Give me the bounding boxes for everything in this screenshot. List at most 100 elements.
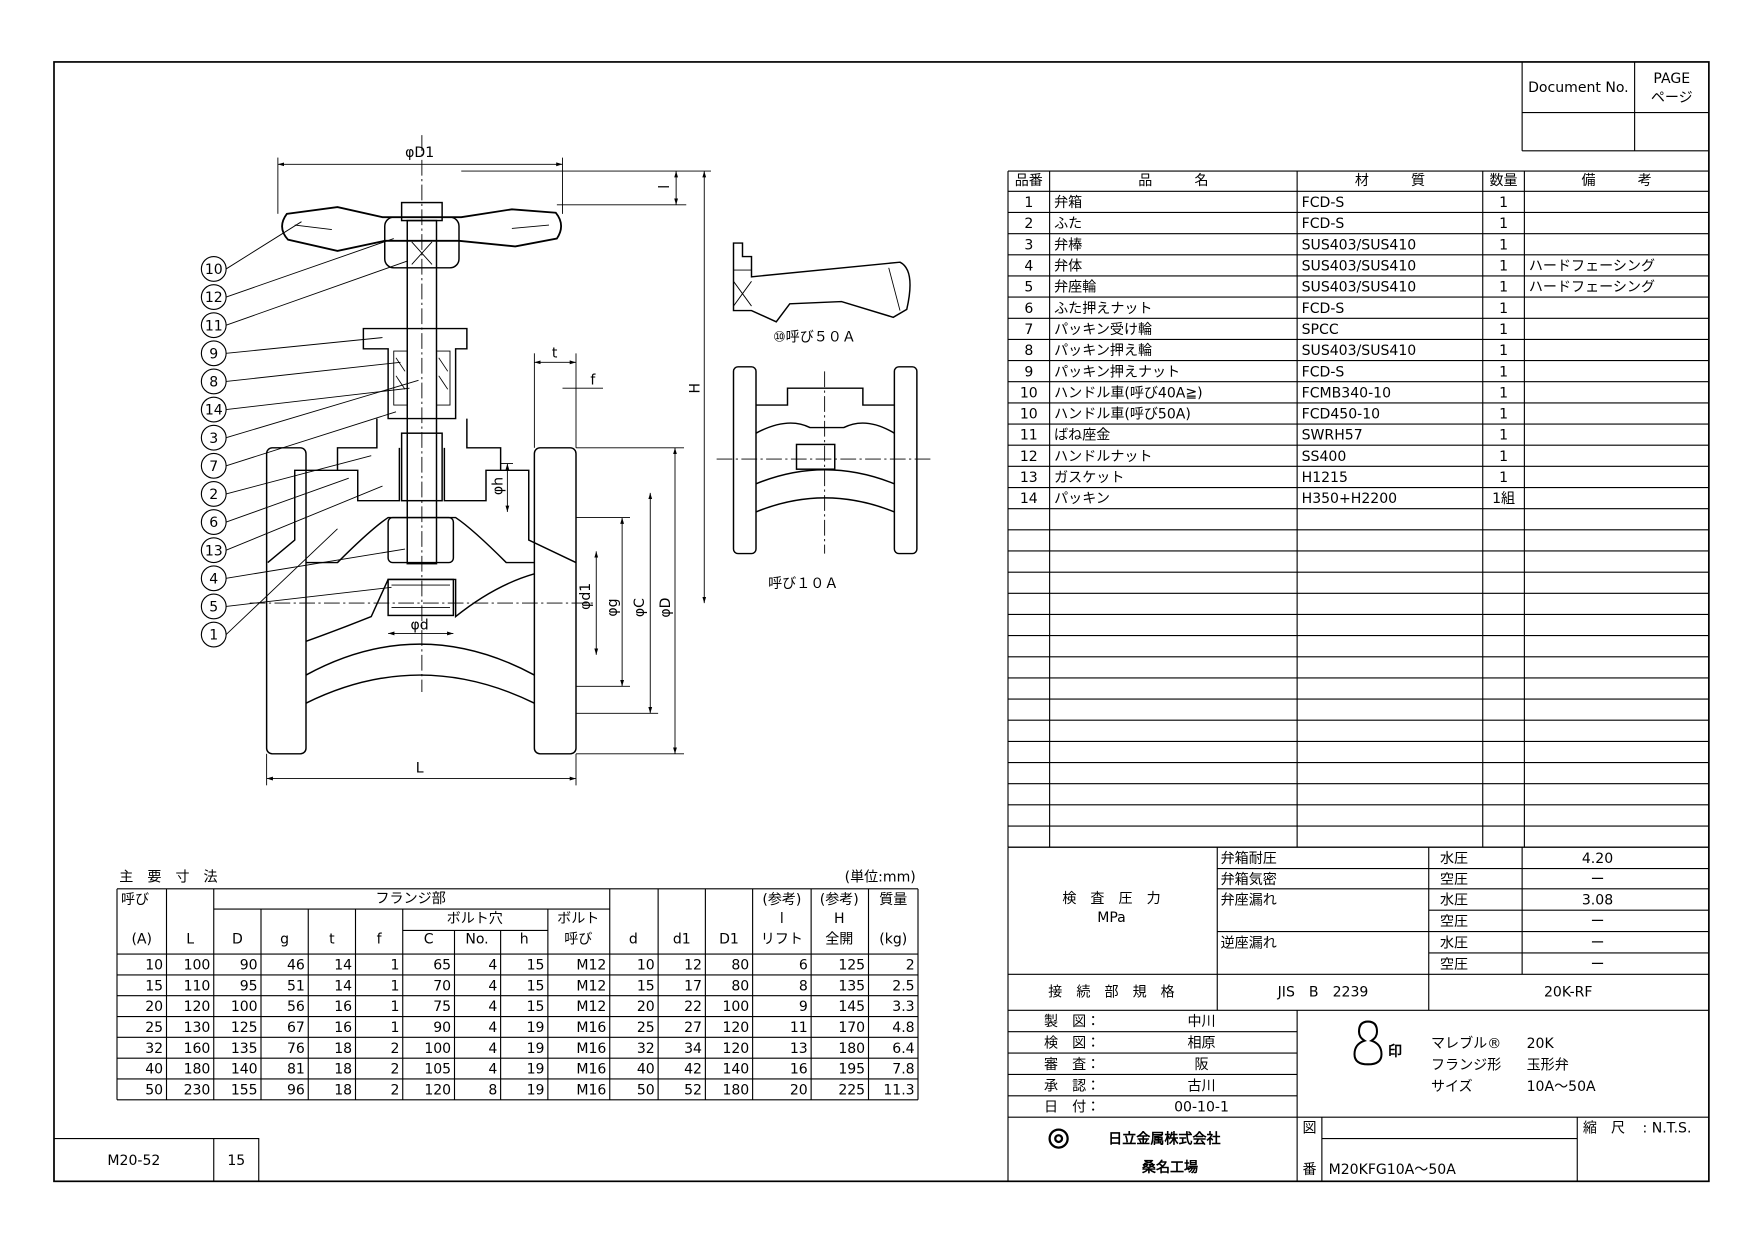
dimensions-cell: 135 [231, 1041, 258, 1057]
leader-line [225, 379, 419, 439]
line-art [391, 584, 450, 609]
dimensions-unit: (単位:mm) [845, 870, 916, 886]
dimensions-cell: 135 [838, 978, 865, 994]
dimensions-cell: 1 [390, 958, 399, 974]
dimension-label: φd [411, 618, 429, 634]
callout-circle [200, 256, 227, 282]
dimensions-header: D1 [719, 931, 739, 947]
parts-cell: FCD-S [1302, 364, 1345, 380]
parts-cell: 1 [1499, 407, 1508, 423]
dimensions-cell: 46 [287, 958, 305, 974]
parts-cell: 11 [1020, 428, 1038, 444]
dimensions-cell: 14 [334, 978, 352, 994]
dimensions-cell: 32 [145, 1041, 163, 1057]
parts-cell: 1 [1499, 280, 1508, 296]
dimensions-cell: 6.4 [892, 1041, 914, 1057]
inspection-medium: 空圧 [1440, 872, 1468, 888]
dimensions-cell: 20 [637, 999, 655, 1015]
parts-cell: 14 [1020, 491, 1038, 507]
dimensions-cell: 1 [390, 1020, 399, 1036]
leader-line [225, 411, 397, 467]
parts-cell: 1 [1499, 385, 1508, 401]
parts-cell: ふた [1054, 216, 1082, 232]
dimensions-cell: 180 [838, 1041, 865, 1057]
parts-cell: ふた押えナット [1054, 301, 1152, 317]
dimensions-cell: 2 [390, 1041, 399, 1057]
dimensions-cell: 15 [527, 978, 545, 994]
dimensions-cell: 4.8 [892, 1020, 914, 1036]
parts-cell: 1 [1499, 470, 1508, 486]
line-art [281, 206, 562, 252]
dimensions-cell: 96 [287, 1082, 305, 1098]
parts-cell: 1 [1499, 449, 1508, 465]
callout-number: 14 [205, 403, 223, 419]
dimensions-cell: 32 [637, 1041, 655, 1057]
dimensions-header: ボルト穴 [447, 911, 503, 927]
line-art [733, 267, 901, 311]
dimensions-cell: 80 [731, 978, 749, 994]
leader-line [226, 361, 401, 382]
callout-circle [200, 284, 227, 310]
leader-line [225, 528, 338, 635]
dimensions-cell: 3.3 [892, 999, 914, 1015]
dimensions-header: d1 [673, 931, 691, 947]
dimensions-cell: 225 [838, 1082, 865, 1098]
parts-cell: 1組 [1492, 491, 1515, 507]
dimensions-header: f [377, 931, 383, 947]
dimensions-cell: M12 [576, 958, 606, 974]
dimensions-cell: 4 [488, 1041, 497, 1057]
parts-header: 備 考 [1582, 173, 1652, 189]
company-logo [1054, 1134, 1064, 1144]
scale-label: 縮 尺 [1583, 1120, 1625, 1136]
page-label: PAGE [1653, 71, 1690, 87]
view-label: ⑩呼び５０Ａ [773, 330, 856, 346]
approval-name: 00-10-1 [1174, 1100, 1229, 1116]
parts-cell: 1 [1499, 364, 1508, 380]
inspection-title: 検 査 圧 力 [1062, 891, 1160, 907]
line-art [395, 357, 449, 390]
parts-cell: ハンドルナット [1054, 449, 1152, 465]
parts-cell: 1 [1499, 195, 1508, 211]
dimensions-cell: 1 [390, 999, 399, 1015]
dimensions-header: H [834, 911, 845, 927]
dimensions-cell: 18 [334, 1062, 352, 1078]
product-label: フランジ形 [1431, 1057, 1501, 1073]
dimensions-cell: 230 [184, 1082, 211, 1098]
dimensions-cell: M16 [576, 1082, 606, 1098]
leader-line [225, 221, 302, 270]
dimensions-cell: 12 [684, 958, 702, 974]
dimensions-cell: 50 [637, 1082, 655, 1098]
line-art [755, 422, 895, 434]
inspection-unit: MPa [1097, 910, 1126, 926]
parts-cell: 1 [1499, 428, 1508, 444]
parts-cell: 7 [1024, 322, 1033, 338]
parts-cell: ハードフェーシング [1529, 258, 1655, 274]
parts-cell: ハンドル車(呼び50A) [1054, 406, 1191, 423]
dimensions-cell: 15 [637, 978, 655, 994]
dimensions-cell: 180 [722, 1082, 749, 1098]
inspection-value: ー [1590, 957, 1604, 973]
dimension-label: φD1 [405, 145, 434, 161]
dimensions-header: (A) [131, 931, 152, 947]
line-art [305, 573, 535, 643]
product-value: 10A～50A [1527, 1079, 1596, 1095]
company-logo [1048, 1128, 1069, 1149]
parts-header: 品番 [1015, 173, 1043, 189]
dimensions-cell: 4 [488, 1020, 497, 1036]
dimensions-cell: 20 [790, 1082, 808, 1098]
callout-number: 12 [205, 290, 223, 306]
inspection-medium: 水圧 [1440, 935, 1468, 951]
dimensions-cell: 25 [145, 1020, 163, 1036]
parts-cell: FCMB340-10 [1302, 385, 1391, 401]
leader-line [225, 477, 349, 523]
dimensions-cell: 120 [184, 999, 211, 1015]
parts-cell: FCD450-10 [1302, 407, 1380, 423]
parts-cell: SUS403/SUS410 [1302, 258, 1417, 274]
line-art [755, 469, 895, 513]
drawing-number: M20KFG10A～50A [1329, 1162, 1457, 1178]
parts-cell: SUS403/SUS410 [1302, 237, 1417, 253]
dimensions-cell: 15 [145, 978, 163, 994]
dimensions-cell: 130 [184, 1020, 211, 1036]
dimensions-cell: 95 [240, 978, 258, 994]
document-no-label: Document No. [1528, 80, 1629, 96]
